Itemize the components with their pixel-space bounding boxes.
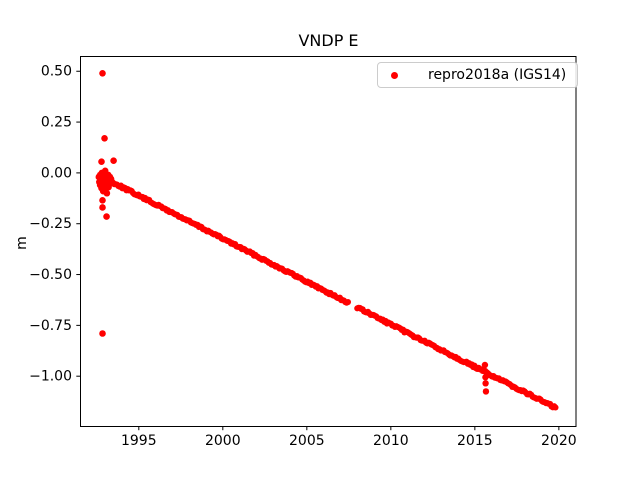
data-point	[99, 330, 106, 337]
data-point	[482, 374, 489, 381]
y-tick-label: 0.00	[41, 165, 72, 181]
data-point	[552, 404, 559, 411]
y-tick-label: −1.00	[29, 369, 72, 385]
legend-marker-icon	[391, 71, 398, 79]
data-point	[99, 197, 106, 204]
data-point	[110, 157, 117, 164]
data-point	[99, 69, 106, 77]
y-tick-label: −0.25	[29, 216, 72, 232]
data-point	[107, 175, 115, 183]
data-point	[482, 380, 489, 387]
legend-label: repro2018a (IGS14)	[428, 67, 567, 83]
data-point	[103, 189, 111, 197]
x-tick-label: 2020	[541, 433, 577, 449]
data-point	[482, 367, 489, 375]
x-tick-label: 2010	[373, 433, 409, 449]
axes-spines	[80, 56, 577, 427]
y-tick-label: 0.50	[41, 64, 72, 80]
x-tick-label: 2000	[205, 433, 241, 449]
y-tick-label: −0.50	[29, 267, 72, 283]
data-point	[101, 135, 108, 142]
data-point	[98, 158, 105, 166]
data-point	[481, 361, 489, 369]
data-point	[103, 213, 110, 220]
data-point	[99, 204, 106, 211]
x-tick-label: 2005	[289, 433, 325, 449]
x-tick-label: 1995	[121, 433, 157, 449]
chart-title: VNDP E	[298, 31, 359, 50]
x-tick-label: 2015	[457, 433, 493, 449]
data-point	[344, 299, 352, 306]
y-tick-label: −0.75	[29, 318, 72, 334]
data-point	[482, 388, 490, 395]
y-tick-label: 0.25	[41, 115, 72, 131]
legend: repro2018a (IGS14)	[377, 62, 579, 88]
